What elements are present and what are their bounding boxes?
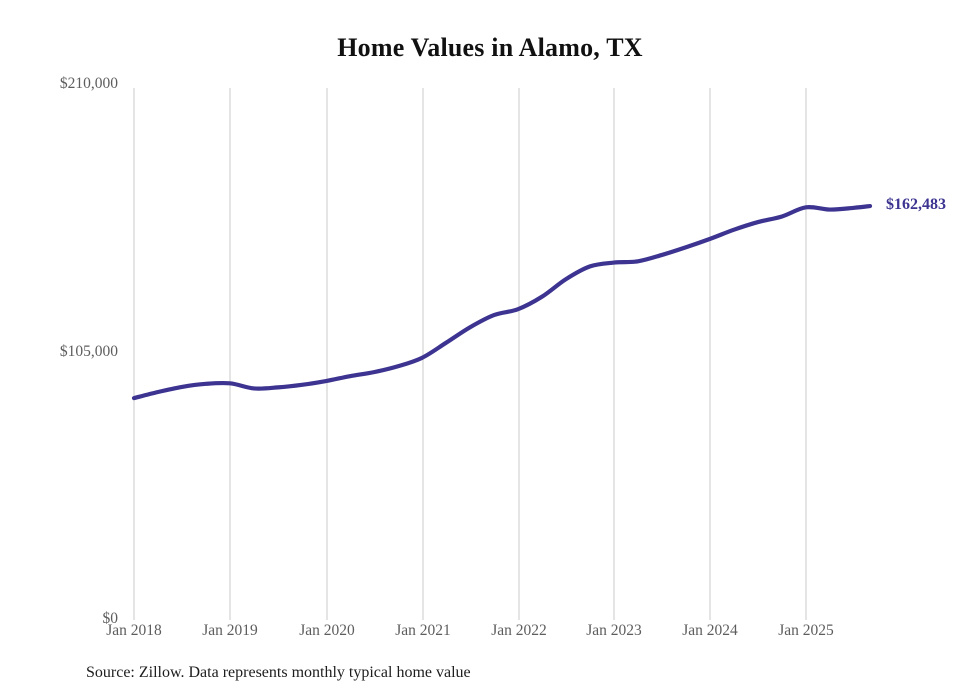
x-tick-label-jan-2022: Jan 2022: [491, 622, 547, 639]
x-tick-label-jan-2021: Jan 2021: [395, 622, 451, 639]
series-line-0: [131, 203, 873, 401]
y-tick-label-210000: $210,000: [59, 75, 118, 92]
y-tick-label-0: $0: [102, 610, 119, 627]
x-tick-label-jan-2020: Jan 2020: [299, 622, 355, 639]
end-value-annotation: $162,483: [886, 196, 946, 214]
x-tick-label-jan-2019: Jan 2019: [202, 622, 258, 639]
source-note: Source: Zillow. Data represents monthly …: [86, 664, 471, 681]
x-tick-label-jan-2025: Jan 2025: [778, 622, 834, 639]
y-tick-label-105000: $105,000: [59, 342, 118, 360]
x-tick-label-jan-2024: Jan 2024: [682, 622, 738, 639]
x-tick-label-jan-2018: Jan 2018: [106, 622, 162, 639]
gridlines: [133, 88, 807, 620]
x-tick-label-jan-2023: Jan 2023: [586, 622, 642, 639]
data-series-lines: [131, 203, 873, 401]
page-title: Home Values in Alamo, TX: [337, 33, 643, 62]
